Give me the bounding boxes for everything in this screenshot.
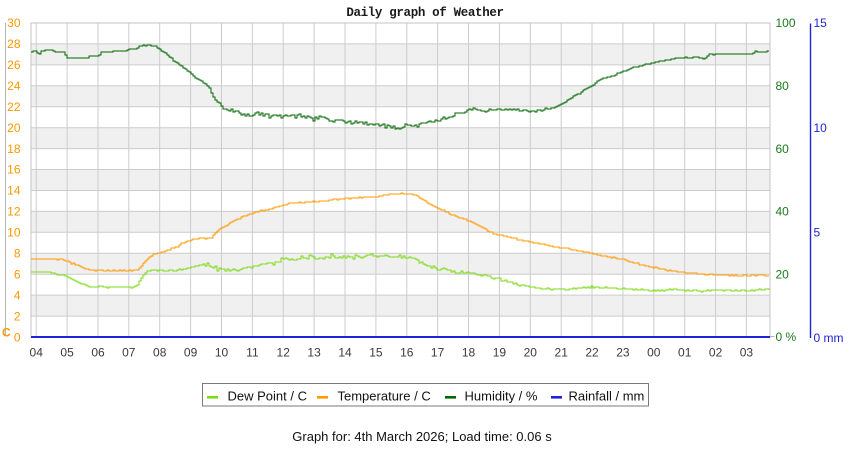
svg-text:4: 4 [14,288,21,302]
svg-text:26: 26 [7,58,21,72]
svg-text:12: 12 [277,346,291,360]
svg-text:30: 30 [7,16,21,30]
svg-text:10: 10 [215,346,229,360]
svg-text:23: 23 [616,346,630,360]
svg-text:Dew Point / C: Dew Point / C [228,389,307,404]
svg-text:01: 01 [678,346,692,360]
svg-text:04: 04 [30,346,44,360]
svg-text:03: 03 [740,346,754,360]
svg-text:16: 16 [7,163,21,177]
svg-text:20: 20 [776,267,790,281]
svg-text:19: 19 [493,346,507,360]
svg-text:09: 09 [184,346,198,360]
svg-text:07: 07 [122,346,136,360]
svg-text:0 %: 0 % [776,330,797,344]
svg-text:11: 11 [246,346,259,360]
svg-text:06: 06 [91,346,105,360]
svg-text:22: 22 [7,100,21,114]
svg-text:00: 00 [647,346,661,360]
svg-text:15: 15 [369,346,383,360]
svg-text:12: 12 [7,205,21,219]
svg-text:08: 08 [153,346,167,360]
svg-text:05: 05 [60,346,74,360]
svg-text:0 mm: 0 mm [814,331,844,345]
svg-text:18: 18 [7,142,21,156]
svg-text:C: C [2,326,11,340]
svg-text:100: 100 [776,16,796,30]
svg-text:Rainfall / mm: Rainfall / mm [569,389,645,404]
svg-text:28: 28 [7,37,21,51]
svg-text:18: 18 [462,346,476,360]
svg-text:Temperature / C: Temperature / C [338,389,431,404]
svg-text:10: 10 [814,121,828,135]
svg-text:24: 24 [7,79,21,93]
svg-text:17: 17 [431,346,445,360]
svg-text:10: 10 [7,226,21,240]
svg-text:13: 13 [307,346,321,360]
svg-text:5: 5 [814,226,821,240]
svg-text:14: 14 [338,346,352,360]
svg-text:20: 20 [524,346,538,360]
svg-text:8: 8 [14,247,21,261]
svg-text:Graph for: 4th March 2026; Loa: Graph for: 4th March 2026; Load time: 0.… [292,429,552,444]
svg-text:2: 2 [14,309,21,323]
svg-text:40: 40 [776,205,790,219]
svg-text:6: 6 [14,267,21,281]
svg-text:Daily graph of Weather: Daily graph of Weather [346,6,503,20]
svg-text:22: 22 [585,346,599,360]
svg-text:02: 02 [709,346,723,360]
svg-text:60: 60 [776,142,790,156]
svg-text:20: 20 [7,121,21,135]
svg-text:21: 21 [555,346,569,360]
svg-text:16: 16 [400,346,414,360]
svg-text:80: 80 [776,79,790,93]
svg-text:15: 15 [814,16,828,30]
svg-text:14: 14 [7,184,21,198]
svg-text:Humidity / %: Humidity / % [465,389,538,404]
svg-text:0: 0 [14,331,21,345]
